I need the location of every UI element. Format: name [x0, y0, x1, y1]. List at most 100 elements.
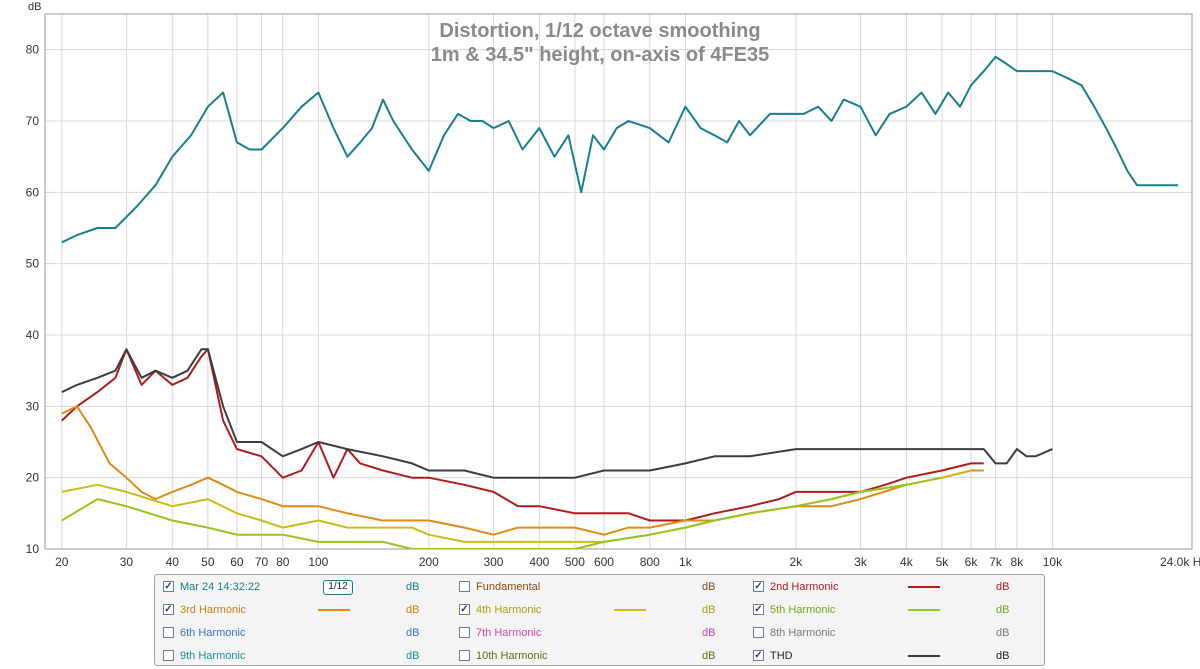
- series-line-mar-24-14-32-22: [61, 55, 1179, 244]
- legend-label: 10th Harmonic: [476, 650, 548, 662]
- legend-swatch: [318, 609, 350, 611]
- legend-item-5th-harmonic: ✓ 5th Harmonic dB: [753, 601, 1038, 619]
- x-tick-label: 4k: [900, 555, 914, 569]
- legend-checkbox-7th-harmonic[interactable]: [459, 627, 470, 638]
- y-tick-label: 30: [26, 399, 40, 413]
- legend-unit: dB: [406, 581, 420, 593]
- legend-item-6th-harmonic: 6th Harmonic dB: [163, 624, 448, 642]
- y-axis-ticks: 10 20 30 40 50 60 70 80: [26, 43, 40, 556]
- series-line-5th-harmonic: [61, 476, 943, 549]
- legend-unit: dB: [702, 604, 716, 616]
- legend-item-10th-harmonic: 10th Harmonic dB: [459, 647, 744, 665]
- chart-subtitle: 1m & 34.5" height, on-axis of 4FE35: [431, 44, 769, 66]
- x-tick-label: 30: [120, 555, 134, 569]
- series-line-2nd-harmonic: [61, 348, 984, 522]
- chart-series: [61, 55, 1179, 549]
- y-tick-label: 50: [26, 257, 40, 271]
- y-tick-label: 70: [26, 114, 40, 128]
- legend-item-9th-harmonic: 9th Harmonic dB: [163, 647, 448, 665]
- chart-grid: [45, 14, 1193, 550]
- legend-swatch: [908, 609, 940, 611]
- x-tick-label: 800: [640, 555, 660, 569]
- legend-label: 3rd Harmonic: [180, 604, 247, 616]
- legend-item-thd: ✓ THD dB: [753, 647, 1038, 665]
- legend-swatch: [908, 655, 940, 657]
- legend-unit: dB: [996, 581, 1010, 593]
- legend-checkbox-thd[interactable]: ✓: [753, 650, 764, 661]
- x-tick-label: 1k: [679, 555, 693, 569]
- x-tick-label: 400: [529, 555, 549, 569]
- legend-item-mar-24-14-32-22: ✓ Mar 24 14:32:22 1/12 dB: [163, 578, 448, 596]
- legend-label: 5th Harmonic: [770, 604, 836, 616]
- legend-label: 6th Harmonic: [180, 627, 246, 639]
- x-tick-label: 5k: [936, 555, 950, 569]
- x-tick-label: 300: [483, 555, 503, 569]
- legend-unit: dB: [406, 627, 420, 639]
- legend-swatch: [614, 609, 646, 611]
- legend-label: 2nd Harmonic: [770, 581, 839, 593]
- legend-panel: ✓ Mar 24 14:32:22 1/12 dB Fundamental dB ✓ 2nd …: [154, 574, 1045, 666]
- series-line-3rd-harmonic: [61, 405, 984, 536]
- series-line-thd: [61, 348, 1053, 479]
- x-tick-label: 50: [201, 555, 215, 569]
- legend-label: Mar 24 14:32:22: [180, 581, 261, 593]
- x-tick-label: 3k: [854, 555, 868, 569]
- x-tick-label: 600: [594, 555, 614, 569]
- x-tick-label: 8k: [1011, 555, 1025, 569]
- distortion-chart: 10 20 30 40 50 60 70 80 20 30 40 50 60 70 80 100 200 300…: [26, 1, 1200, 569]
- x-tick-label: 40: [166, 555, 180, 569]
- chart-title: Distortion, 1/12 octave smoothing: [439, 20, 760, 42]
- legend-item-8th-harmonic: 8th Harmonic dB: [753, 624, 1038, 642]
- x-tick-label: 24.0k Hz: [1160, 555, 1200, 569]
- legend-unit: dB: [702, 627, 716, 639]
- legend-checkbox-6th-harmonic[interactable]: [163, 627, 174, 638]
- x-tick-label: 80: [276, 555, 290, 569]
- legend-label: 9th Harmonic: [180, 650, 246, 662]
- legend-unit: dB: [996, 650, 1010, 662]
- y-tick-label: 20: [26, 471, 40, 485]
- legend-unit: dB: [996, 627, 1010, 639]
- plot-frame: [44, 13, 1193, 550]
- x-axis-ticks: 20 30 40 50 60 70 80 100 200 300 400 500 600 800 1k 2k 3…: [55, 555, 1200, 569]
- legend-checkbox-4th-harmonic[interactable]: ✓: [459, 604, 470, 615]
- x-tick-label: 500: [565, 555, 585, 569]
- x-tick-label: 70: [255, 555, 269, 569]
- legend-checkbox-10th-harmonic[interactable]: [459, 650, 470, 661]
- legend-checkbox-8th-harmonic[interactable]: [753, 627, 764, 638]
- legend-checkbox-5th-harmonic[interactable]: ✓: [753, 604, 764, 615]
- x-tick-label: 7k: [989, 555, 1003, 569]
- legend-item-4th-harmonic: ✓ 4th Harmonic dB: [459, 601, 744, 619]
- legend-checkbox-9th-harmonic[interactable]: [163, 650, 174, 661]
- y-tick-label: 80: [26, 43, 40, 57]
- smoothing-icon[interactable]: 1/12: [323, 580, 353, 595]
- legend-checkbox-3rd-harmonic[interactable]: ✓: [163, 604, 174, 615]
- legend-label: 4th Harmonic: [476, 604, 542, 616]
- x-tick-label: 100: [308, 555, 328, 569]
- y-tick-label: 60: [26, 185, 40, 199]
- legend-unit: dB: [996, 604, 1010, 616]
- legend-unit: dB: [702, 650, 716, 662]
- legend-label: THD: [770, 650, 793, 662]
- y-axis-label: dB: [28, 1, 41, 13]
- x-tick-label: 6k: [965, 555, 979, 569]
- legend-item-fundamental: Fundamental dB: [459, 578, 744, 596]
- legend-unit: dB: [406, 650, 420, 662]
- x-tick-label: 20: [55, 555, 69, 569]
- legend-checkbox-fundamental[interactable]: [459, 581, 470, 592]
- legend-checkbox-mar-24-14-32-22[interactable]: ✓: [163, 581, 174, 592]
- legend-item-2nd-harmonic: ✓ 2nd Harmonic dB: [753, 578, 1038, 596]
- x-tick-label: 60: [230, 555, 244, 569]
- legend-unit: dB: [702, 581, 716, 593]
- x-tick-label: 2k: [790, 555, 804, 569]
- legend-label: 8th Harmonic: [770, 627, 836, 639]
- legend-unit: dB: [406, 604, 420, 616]
- legend-label: 7th Harmonic: [476, 627, 542, 639]
- legend-checkbox-2nd-harmonic[interactable]: ✓: [753, 581, 764, 592]
- legend-item-3rd-harmonic: ✓ 3rd Harmonic dB: [163, 601, 448, 619]
- y-tick-label: 40: [26, 328, 40, 342]
- y-tick-label: 10: [26, 542, 40, 556]
- x-tick-label: 10k: [1043, 555, 1063, 569]
- legend-item-7th-harmonic: 7th Harmonic dB: [459, 624, 744, 642]
- legend-label: Fundamental: [476, 581, 541, 593]
- x-tick-label: 200: [419, 555, 439, 569]
